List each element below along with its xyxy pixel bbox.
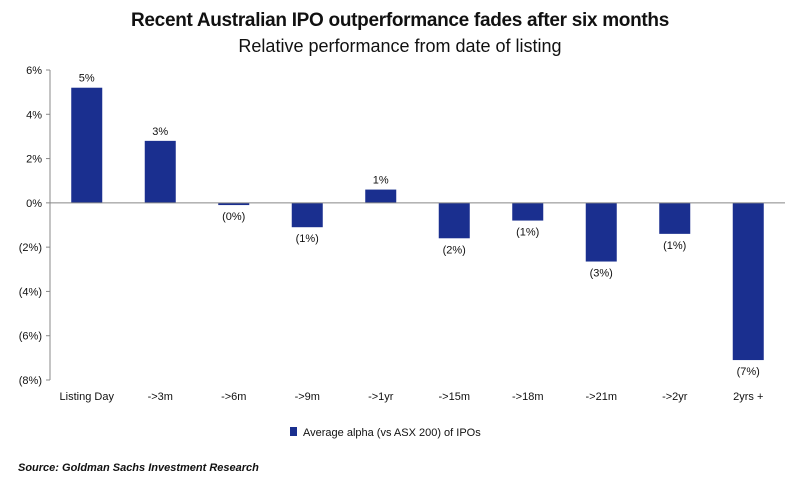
bar [659,202,691,234]
source-note: Source: Goldman Sachs Investment Researc… [18,462,259,474]
data-label: (0%) [222,211,245,223]
data-label: 1% [373,175,389,187]
data-label: 3% [152,126,168,138]
bar [438,202,470,239]
y-tick-label: 2% [26,154,42,166]
bar [144,140,176,203]
bar [585,202,617,262]
data-label: (1%) [663,240,686,252]
data-label: (3%) [590,268,613,280]
bar [512,202,544,221]
chart-title: Recent Australian IPO outperformance fad… [130,10,669,31]
x-tick-label: ->6m [221,391,246,403]
y-tick-label: (2%) [19,242,42,254]
legend-swatch [290,427,297,436]
x-tick-label: ->21m [586,391,618,403]
x-tick-label: ->3m [148,391,173,403]
x-axis: Listing Day ->3m ->6m ->9m ->1yr ->15m ->18m ->… [50,202,785,403]
bar [71,87,103,203]
legend-label: Average alpha (vs ASX 200) of IPOs [303,427,481,439]
data-label: (1%) [516,227,539,239]
bar [365,189,397,203]
y-tick-label: 0% [26,198,42,210]
bar [218,202,250,206]
x-tick-label: ->1yr [368,391,394,403]
bar [732,202,764,361]
data-label: (2%) [443,244,466,256]
x-tick-label: ->18m [512,391,544,403]
x-tick-label: ->2yr [662,391,688,403]
y-tick-label: (4%) [19,286,42,298]
chart-subtitle: Relative performance from date of listin… [238,36,562,56]
data-label: (7%) [737,366,760,378]
y-tick-label: 4% [26,109,42,121]
y-tick-label: (6%) [19,331,42,343]
x-tick-label: 2yrs + [733,391,763,403]
y-tick-label: (8%) [19,375,42,387]
bars: 5% 3% (0%) (1%) 1% (2%) (1%) (3%) (1%) (7%) [71,73,764,378]
x-tick-label: ->9m [295,391,320,403]
y-tick-label: 6% [26,65,42,77]
legend: Average alpha (vs ASX 200) of IPOs [290,427,481,439]
x-tick-label: ->15m [439,391,471,403]
bar [291,202,323,228]
data-label: (1%) [296,233,319,245]
data-label: 5% [79,73,95,85]
y-axis: 6% 4% 2% 0% (2%) (4%) (6%) (8%) [19,65,51,387]
x-tick-label: Listing Day [60,391,115,403]
